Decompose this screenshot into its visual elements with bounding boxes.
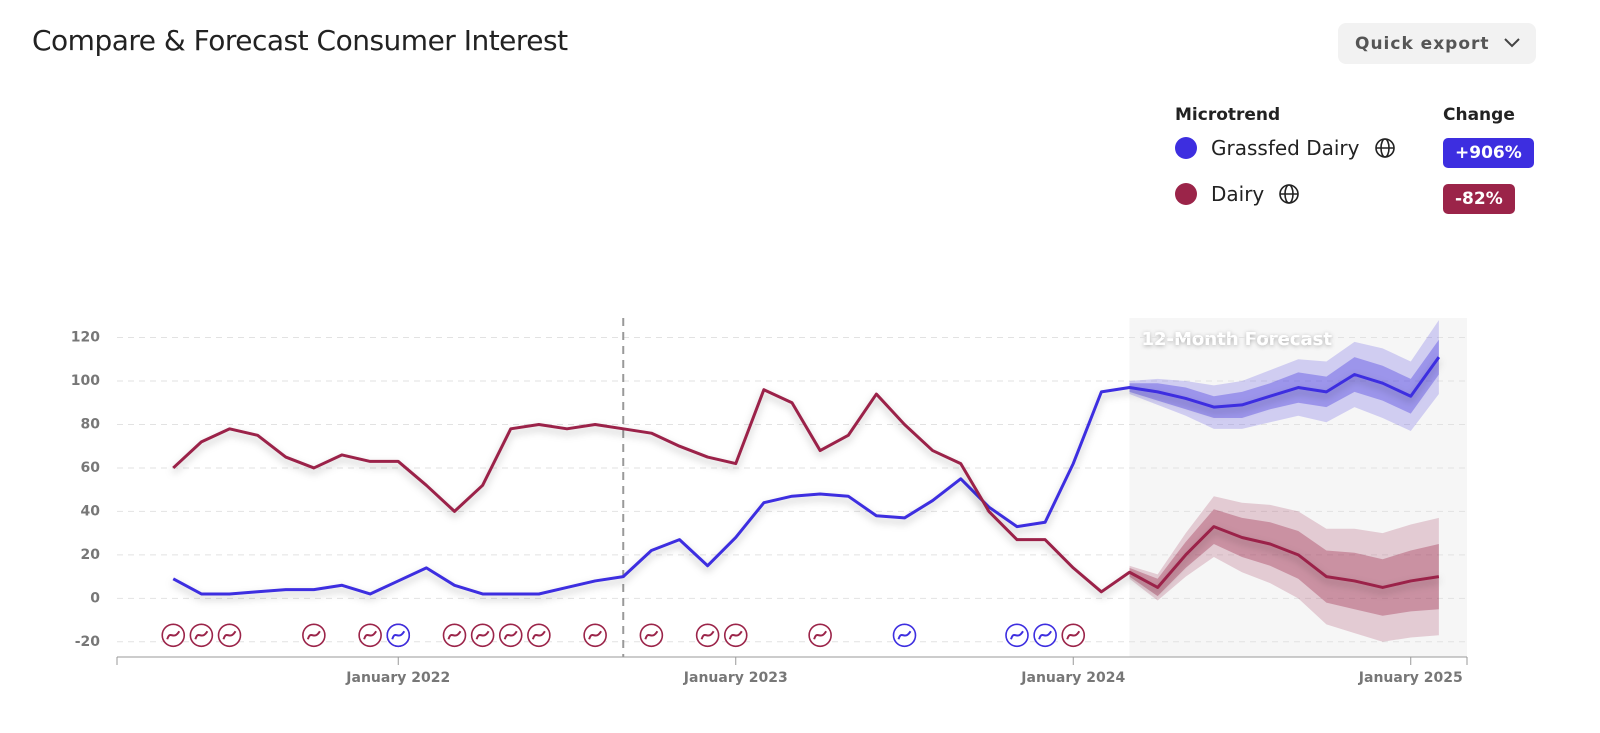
legend-label: Dairy bbox=[1211, 182, 1265, 206]
event-marker bbox=[527, 623, 551, 648]
forecast-band bbox=[1129, 339, 1439, 418]
y-tick-label: 40 bbox=[81, 503, 101, 519]
event-marker-icon bbox=[1010, 630, 1024, 640]
y-tick-label: 0 bbox=[90, 590, 100, 606]
x-tick-label: January 2023 bbox=[683, 670, 788, 686]
chevron bbox=[1504, 38, 1520, 48]
event-marker-icon bbox=[475, 630, 490, 640]
event-marker bbox=[442, 623, 467, 648]
event-marker bbox=[161, 623, 186, 648]
legend-header: Microtrend bbox=[1175, 105, 1281, 125]
event-marker-icon bbox=[728, 630, 743, 640]
legend-swatch bbox=[1175, 137, 1197, 159]
event-marker-icon bbox=[222, 630, 237, 640]
globe-icon bbox=[1279, 184, 1300, 204]
event-marker-icon bbox=[1038, 630, 1052, 640]
event-marker bbox=[386, 623, 411, 648]
event-marker bbox=[583, 623, 607, 648]
y-tick-label: -20 bbox=[75, 634, 101, 650]
event-marker bbox=[498, 623, 523, 648]
event-marker-icon bbox=[447, 630, 462, 640]
event-marker-icon bbox=[897, 630, 912, 640]
forecast-region bbox=[1129, 318, 1467, 657]
event-marker-icon bbox=[700, 630, 715, 640]
event-marker bbox=[1005, 623, 1029, 648]
event-marker bbox=[723, 623, 748, 648]
change-badge: -82% bbox=[1443, 184, 1515, 214]
forecast-label: 12-Month Forecast bbox=[1142, 329, 1333, 350]
event-marker bbox=[470, 623, 495, 648]
legend-label: Grassfed Dairy bbox=[1211, 136, 1360, 160]
forecast-band bbox=[1129, 320, 1439, 431]
series-line bbox=[172, 388, 1440, 594]
event-marker-icon bbox=[644, 630, 659, 640]
event-marker bbox=[892, 623, 917, 648]
event-marker bbox=[302, 623, 326, 648]
legend-item: Dairy bbox=[1175, 182, 1300, 206]
y-tick-label: 120 bbox=[71, 330, 100, 346]
forecast-band bbox=[1129, 509, 1439, 616]
export-button[interactable]: Quick export bbox=[1338, 23, 1536, 64]
event-marker-icon bbox=[1066, 630, 1081, 640]
event-marker bbox=[217, 623, 242, 648]
event-marker bbox=[639, 623, 664, 648]
event-marker bbox=[358, 623, 382, 648]
y-tick-label: 80 bbox=[81, 416, 101, 432]
event-marker bbox=[808, 623, 832, 648]
globe-icon bbox=[1374, 138, 1395, 158]
y-tick-label: 100 bbox=[71, 373, 100, 389]
x-tick-label: January 2025 bbox=[1358, 670, 1463, 686]
legend-item: Grassfed Dairy bbox=[1175, 136, 1396, 160]
event-marker-icon bbox=[588, 630, 602, 640]
event-marker-icon bbox=[363, 630, 377, 640]
event-marker-icon bbox=[813, 630, 827, 640]
legend-swatch bbox=[1175, 183, 1197, 205]
event-marker bbox=[695, 623, 720, 648]
event-marker bbox=[189, 623, 214, 648]
event-marker-icon bbox=[306, 630, 321, 640]
event-marker bbox=[1033, 623, 1057, 648]
page-title: Compare & Forecast Consumer Interest bbox=[32, 24, 568, 57]
change-badge: +906% bbox=[1443, 138, 1534, 168]
event-marker bbox=[1061, 623, 1086, 648]
series-line bbox=[172, 356, 1441, 596]
x-tick-label: January 2022 bbox=[345, 670, 450, 686]
y-tick-label: 20 bbox=[81, 547, 101, 563]
event-marker-icon bbox=[503, 630, 518, 640]
event-marker-icon bbox=[391, 630, 406, 640]
x-tick-label: January 2024 bbox=[1020, 670, 1125, 686]
event-marker-icon bbox=[194, 630, 209, 640]
event-marker-icon bbox=[166, 630, 181, 640]
y-tick-label: 60 bbox=[81, 460, 101, 476]
export-label: Quick export bbox=[1355, 33, 1490, 54]
event-marker-icon bbox=[531, 630, 546, 640]
change-header: Change bbox=[1443, 105, 1515, 125]
